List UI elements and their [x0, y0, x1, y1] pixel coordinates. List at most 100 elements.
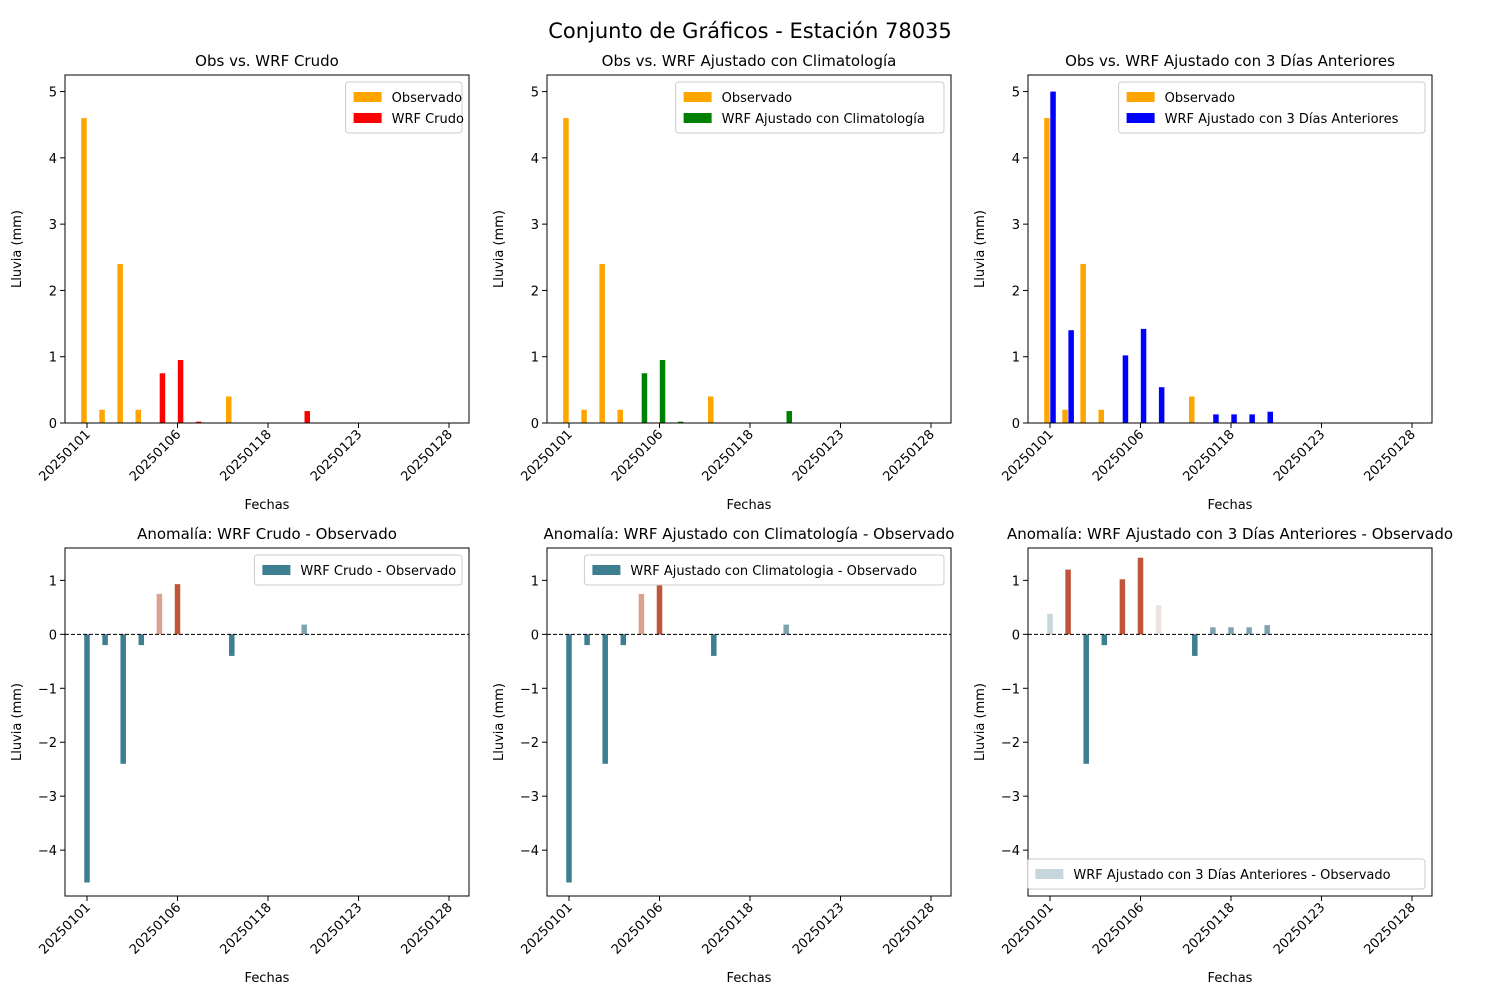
bar [786, 411, 792, 423]
bar [1101, 634, 1108, 646]
bar [156, 593, 163, 635]
subplot-title: Anomalía: WRF Crudo - Observado [137, 525, 397, 543]
legend-entry: WRF Ajustado con Climatologia - Observad… [630, 564, 917, 579]
bar [620, 634, 627, 646]
y-tick-label: 0 [49, 628, 57, 643]
bar [599, 263, 605, 423]
bar [563, 118, 569, 423]
bar [1264, 625, 1270, 635]
y-tick-label: 2 [49, 284, 57, 299]
bar [1068, 330, 1074, 423]
bar [1228, 627, 1234, 635]
subplot-title: Anomalía: WRF Ajustado con Climatología … [544, 525, 955, 543]
x-axis-label: Fechas [727, 498, 772, 513]
legend-entry: WRF Ajustado con 3 Días Anteriores - Obs… [1073, 868, 1390, 883]
legend-entry: Observado [392, 91, 463, 106]
bar [659, 360, 666, 423]
legend-swatch [262, 565, 291, 575]
x-axis-label: Fechas [245, 498, 290, 513]
y-tick-label: 1 [1012, 574, 1020, 589]
y-tick-label: 1 [531, 351, 539, 366]
bar [638, 593, 645, 635]
bar [1246, 627, 1252, 635]
y-axis-label: Lluvia (mm) [492, 683, 507, 761]
y-axis-label: Lluvia (mm) [10, 683, 25, 761]
legend: WRF Ajustado con Climatologia - Observad… [583, 554, 945, 586]
plot-frame [1027, 74, 1433, 424]
legend-entry: Observado [1165, 91, 1236, 106]
y-tick-label: 4 [531, 152, 539, 167]
y-tick-label: −1 [38, 682, 57, 697]
subplot-title: Obs vs. WRF Ajustado con 3 Días Anterior… [1065, 52, 1395, 70]
y-tick-label: 0 [531, 417, 539, 432]
bar [711, 634, 717, 656]
bar [1044, 118, 1050, 423]
legend-swatch [683, 92, 712, 102]
bar [1158, 387, 1165, 423]
y-tick-label: 5 [1012, 86, 1020, 101]
legend-swatch [592, 565, 621, 575]
plot-frame [64, 74, 470, 424]
bar [1122, 355, 1129, 423]
x-axis-label: Fechas [727, 971, 772, 986]
subplot-title: Anomalía: WRF Ajustado con 3 Días Anteri… [1007, 525, 1453, 543]
bar [708, 396, 714, 423]
y-tick-label: −1 [520, 682, 539, 697]
legend-swatch [1126, 113, 1155, 123]
legend-frame [675, 81, 945, 134]
x-axis-label: Fechas [1208, 498, 1253, 513]
x-axis-label: Fechas [1208, 971, 1253, 986]
y-tick-label: −4 [38, 844, 57, 859]
bar [1119, 579, 1126, 635]
bar [159, 373, 166, 423]
bar [117, 263, 123, 423]
legend-entry: WRF Crudo [392, 112, 464, 127]
legend-frame [1118, 81, 1426, 134]
bar [1065, 569, 1071, 635]
bar [84, 634, 90, 883]
bar [120, 634, 126, 764]
y-tick-label: 0 [1012, 628, 1020, 643]
bar [301, 624, 307, 635]
bar [1080, 263, 1086, 423]
y-tick-label: 3 [1012, 218, 1020, 233]
bar [1231, 414, 1237, 423]
y-tick-label: −2 [1001, 736, 1020, 751]
bar [1189, 396, 1195, 423]
legend: WRF Ajustado con 3 Días Anteriores - Obs… [1026, 858, 1426, 890]
y-axis-label: Lluvia (mm) [973, 210, 988, 288]
y-tick-label: −3 [1001, 790, 1020, 805]
legend-swatch [683, 113, 712, 123]
y-tick-label: 5 [49, 86, 57, 101]
y-tick-label: −4 [1001, 844, 1020, 859]
bar [99, 409, 105, 423]
y-tick-label: −3 [38, 790, 57, 805]
legend: Observado WRF Crudo [345, 81, 464, 134]
y-tick-label: −3 [520, 790, 539, 805]
legend: Observado WRF Ajustado con Climatología [675, 81, 945, 134]
bar [1249, 414, 1255, 423]
y-tick-label: 2 [531, 284, 539, 299]
bar [1098, 409, 1104, 423]
plot-frame [1027, 547, 1433, 897]
bar [617, 409, 623, 423]
y-tick-label: 4 [49, 152, 57, 167]
x-axis-label: Fechas [245, 971, 290, 986]
legend-entry: Observado [722, 91, 793, 106]
legend-entry: WRF Crudo - Observado [300, 564, 456, 579]
bar [584, 634, 590, 646]
bar [138, 634, 145, 646]
bar [581, 409, 587, 423]
bar [81, 118, 87, 423]
legend: Observado WRF Ajustado con 3 Días Anterio… [1118, 81, 1426, 134]
legend: WRF Crudo - Observado [253, 554, 463, 586]
bar [177, 360, 184, 423]
plot-frame [64, 547, 470, 897]
bar [1213, 414, 1219, 423]
bar [1137, 557, 1144, 635]
legend-entry: WRF Ajustado con 3 Días Anteriores [1165, 112, 1399, 127]
bar [304, 411, 310, 423]
legend-swatch [353, 92, 382, 102]
